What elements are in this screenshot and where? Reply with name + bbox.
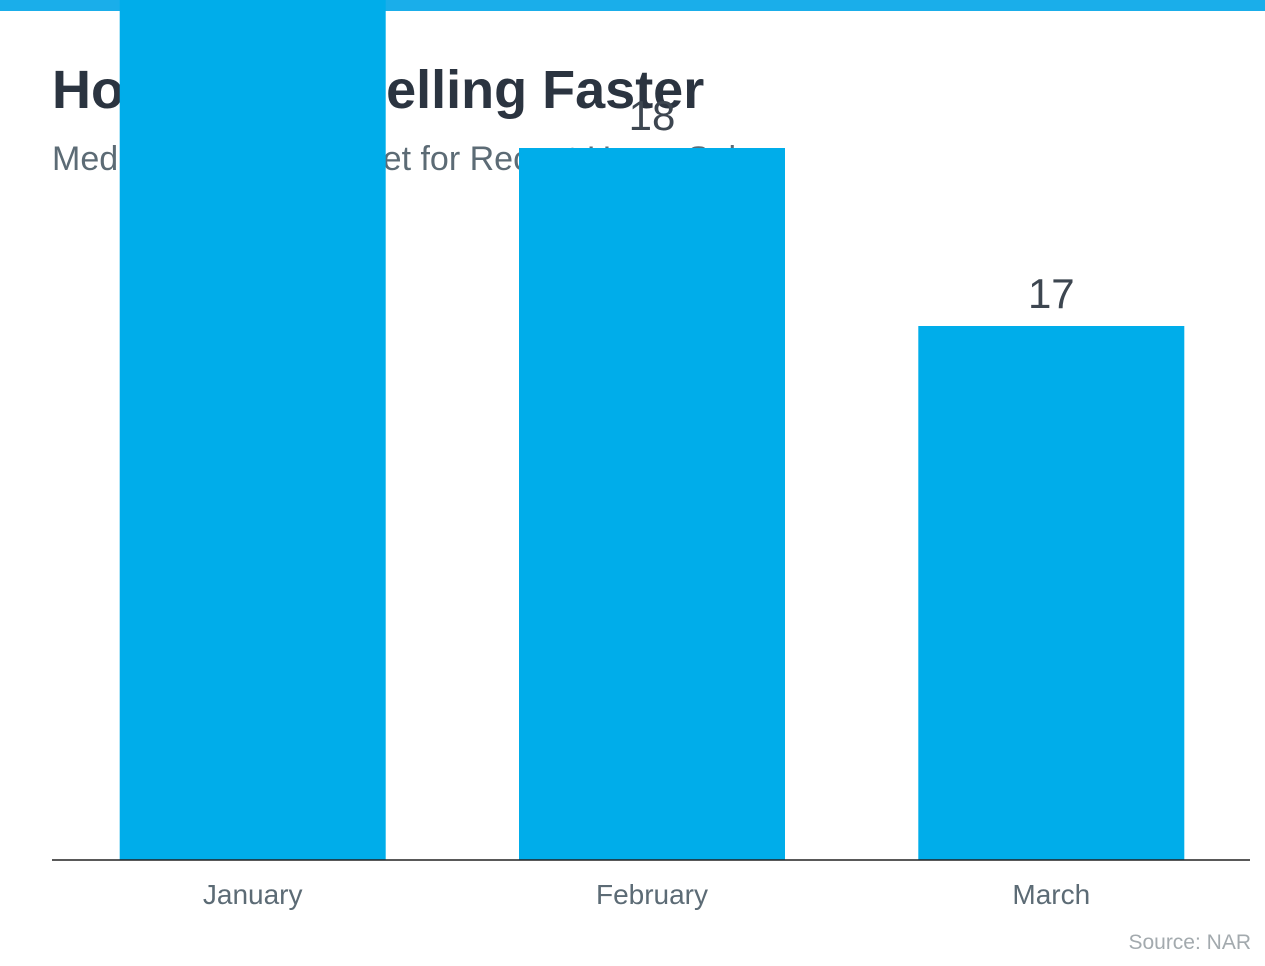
category-label-january: January [203, 879, 303, 910]
labels-layer: 19January18February17March [203, 92, 1090, 910]
bar-february [519, 148, 785, 860]
value-label-march: 17 [1028, 270, 1075, 317]
bar-january [119, 0, 386, 860]
bar-march [918, 326, 1185, 860]
top-accent-bar [0, 0, 1265, 11]
category-label-february: February [596, 879, 708, 910]
category-label-march: March [1012, 879, 1090, 910]
source-note: Source: NAR [1128, 931, 1251, 954]
value-label-february: 18 [629, 92, 676, 139]
bars-layer [119, 0, 1185, 860]
